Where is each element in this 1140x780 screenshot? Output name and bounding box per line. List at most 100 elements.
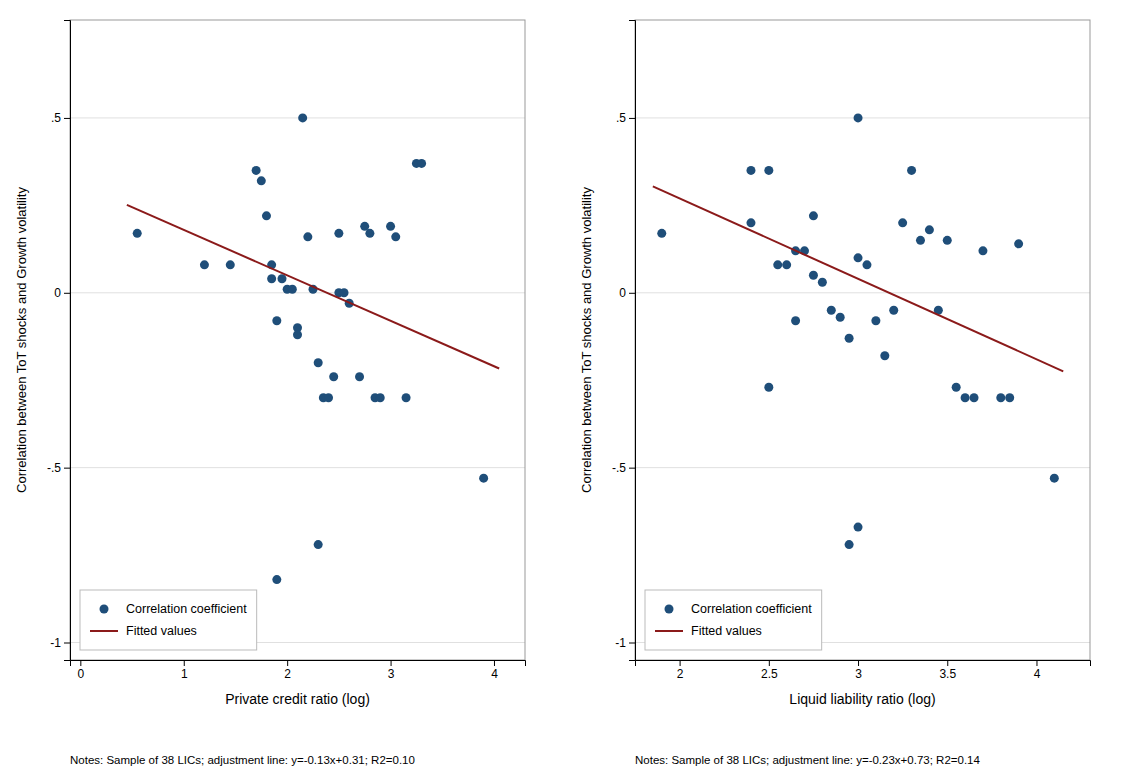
scatter-point xyxy=(417,159,426,168)
scatter-point xyxy=(907,166,916,175)
scatter-point xyxy=(764,166,773,175)
tick-mark xyxy=(494,660,495,666)
panel: 22.533.54-1-.50.5Liquid liability ratio … xyxy=(579,20,1091,766)
tick-label: 3.5 xyxy=(939,667,956,681)
tick: -1 xyxy=(615,636,635,650)
grid-line xyxy=(635,292,1090,293)
scatter-point xyxy=(809,211,818,220)
tick: .5 xyxy=(616,111,635,125)
tick: 0 xyxy=(54,286,70,300)
scatter-point xyxy=(970,393,979,402)
legend-entry: Fitted values xyxy=(691,624,762,638)
tick-label: .5 xyxy=(51,111,61,125)
tick-mark xyxy=(1036,660,1037,666)
scatter-point xyxy=(836,313,845,322)
plot-frame xyxy=(635,20,1090,660)
tick-mark xyxy=(391,660,392,666)
tick-mark xyxy=(769,660,770,666)
tick-mark xyxy=(947,660,948,666)
scatter-point xyxy=(880,351,889,360)
tick: 4 xyxy=(1034,660,1041,681)
scatter-point xyxy=(272,575,281,584)
scatter-point xyxy=(827,306,836,315)
axis-domain xyxy=(636,661,1091,667)
panel: 01234-1-.50.5Private credit ratio (log)C… xyxy=(14,20,526,766)
scatter-point xyxy=(898,218,907,227)
chart-root: 01234-1-.50.5Private credit ratio (log)C… xyxy=(0,0,1140,780)
tick-label: 0 xyxy=(54,286,61,300)
scatter-point xyxy=(277,274,286,283)
scatter-point xyxy=(479,474,488,483)
scatter-point xyxy=(854,113,863,122)
scatter-point xyxy=(298,113,307,122)
scatter-point xyxy=(782,260,791,269)
grid-line xyxy=(70,467,525,468)
tick: 0 xyxy=(77,660,84,681)
scatter-point xyxy=(916,236,925,245)
scatter-point xyxy=(791,316,800,325)
scatter-point xyxy=(925,225,934,234)
axis-domain xyxy=(71,661,526,667)
tick: -1 xyxy=(50,636,70,650)
scatter-point xyxy=(288,285,297,294)
scatter-point xyxy=(809,271,818,280)
scatter-point xyxy=(854,523,863,532)
scatter-point xyxy=(272,316,281,325)
note: Notes: Sample of 38 LICs; adjustment lin… xyxy=(70,754,415,766)
scatter-point xyxy=(746,166,755,175)
y-axis: -1-.50.5 xyxy=(47,21,71,661)
legend-box xyxy=(645,590,822,650)
tick-label: -1 xyxy=(50,636,61,650)
tick-label: 2 xyxy=(677,667,684,681)
y-axis: -1 -.5 0 .5 xyxy=(612,21,636,661)
scatter-point xyxy=(773,260,782,269)
tick-label: 3 xyxy=(855,667,862,681)
tick-mark xyxy=(64,643,70,644)
y-axis-label: Correlation between ToT shocks and Growt… xyxy=(579,187,594,493)
y-axis-label: Correlation between ToT shocks and Growt… xyxy=(14,187,29,493)
scatter-point xyxy=(257,176,266,185)
fitted-line xyxy=(127,205,499,369)
tick: 1 xyxy=(181,660,188,681)
scatter-point xyxy=(1050,474,1059,483)
scatter-point xyxy=(200,260,209,269)
grid-line xyxy=(635,467,1090,468)
scatter-point xyxy=(226,260,235,269)
marks xyxy=(127,113,499,584)
tick-mark xyxy=(287,660,288,666)
tick-label: 2 xyxy=(284,667,291,681)
scatter-point xyxy=(133,229,142,238)
legend-swatch xyxy=(665,605,674,614)
legend-swatch xyxy=(90,630,118,632)
grid xyxy=(635,118,1090,643)
tick-label: -.5 xyxy=(612,461,626,475)
scatter-point xyxy=(1005,393,1014,402)
tick-mark xyxy=(80,660,81,666)
tick-label: 4 xyxy=(1034,667,1041,681)
tick-label: 0 xyxy=(619,286,626,300)
x-axis: 22.533.54 xyxy=(636,660,1091,681)
scatter-point xyxy=(943,236,952,245)
axis-domain xyxy=(64,21,71,661)
scatter-point xyxy=(340,288,349,297)
tick-label: -1 xyxy=(615,636,626,650)
tick-mark xyxy=(64,118,70,119)
tick-mark xyxy=(680,660,681,666)
x-axis: 0 1 2 3 4 xyxy=(71,660,526,681)
scatter-point xyxy=(889,306,898,315)
tick: 2 xyxy=(284,660,291,681)
tick: 4 xyxy=(491,660,498,681)
tick-mark xyxy=(629,468,635,469)
scatter-point xyxy=(764,383,773,392)
tick: 2 xyxy=(677,660,684,681)
tick-mark xyxy=(629,118,635,119)
legend-entry: Correlation coefficient xyxy=(691,602,812,616)
scatter-point xyxy=(862,260,871,269)
tick-mark xyxy=(629,293,635,294)
scatter-point xyxy=(746,218,755,227)
tick: 3 xyxy=(855,660,862,681)
scatter-point xyxy=(252,166,261,175)
scatter-point xyxy=(657,229,666,238)
tick-mark xyxy=(858,660,859,666)
tick: 3 xyxy=(388,660,395,681)
